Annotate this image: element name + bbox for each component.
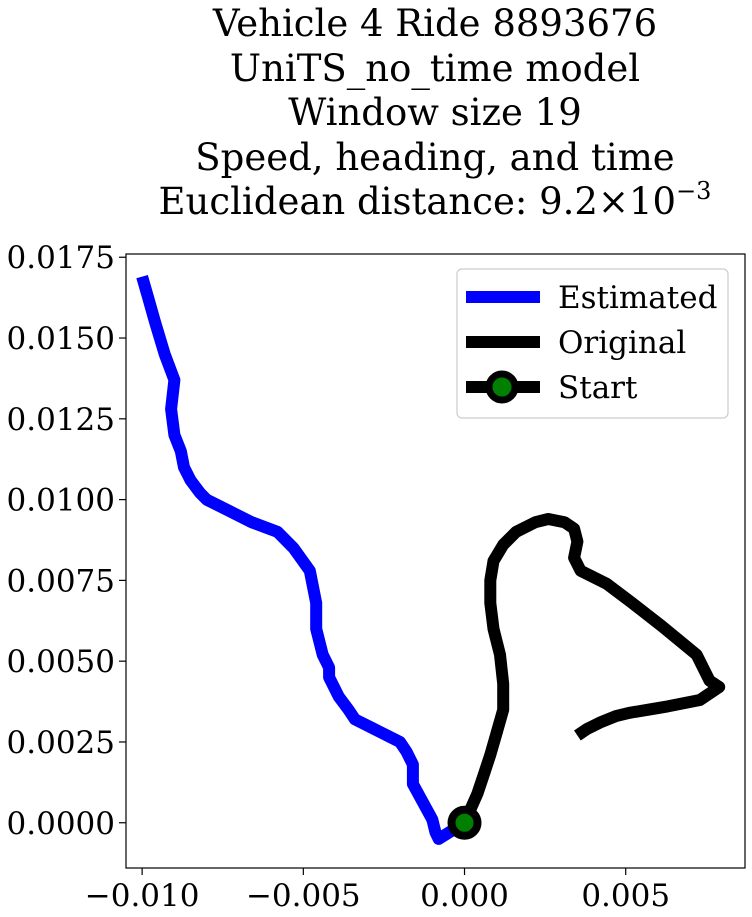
x-tick-label: −0.010 (85, 878, 200, 914)
y-tick-label: 0.0100 (7, 483, 115, 519)
legend: Estimated Original Start (456, 268, 729, 419)
x-tick-label: 0.000 (420, 878, 509, 914)
plot-frame (125, 253, 746, 869)
start-marker (447, 805, 482, 840)
title-line-1: Vehicle 4 Ride 8893676 (212, 2, 658, 45)
title-line-5: Euclidean distance: 9.2×10−3 (0, 177, 752, 225)
distance-mantissa: 9.2 (539, 180, 598, 223)
title-line-3: Window size 19 (288, 91, 582, 134)
legend-start-marker (485, 370, 519, 404)
y-tick-label: 0.0075 (7, 563, 115, 599)
title-line-4: Speed, heading, and time (195, 135, 675, 179)
y-tick-label: 0.0000 (7, 806, 115, 842)
distance-prefix: Euclidean distance: (158, 180, 540, 223)
legend-estimated-label: Estimated (558, 280, 717, 316)
series-original-line (459, 513, 726, 826)
legend-start-label: Start (558, 370, 638, 406)
x-axis: −0.010 −0.005 0.000 0.005 (85, 868, 670, 914)
legend-box (456, 268, 729, 419)
x-tick-label: −0.005 (246, 878, 361, 914)
y-tick-label: 0.0150 (7, 321, 115, 357)
x-tick-label: 0.005 (581, 878, 670, 914)
distance-exponent: −3 (676, 177, 712, 205)
y-tick-label: 0.0175 (7, 240, 115, 276)
title-line-2: UniTS_no_time model (229, 46, 641, 90)
y-tick-label: 0.0125 (7, 402, 115, 438)
distance-times: × (597, 180, 629, 223)
legend-original-label: Original (558, 325, 686, 361)
y-tick-label: 0.0025 (7, 725, 115, 761)
chart-title: Vehicle 4 Ride 8893676 UniTS_no_time mod… (0, 2, 752, 225)
y-tick-label: 0.0050 (7, 644, 115, 680)
plot-area (136, 274, 726, 845)
y-axis: 0.0000 0.0025 0.0050 0.0075 0.0100 0.0125 0.01… (7, 240, 126, 842)
series-estimated-line (136, 274, 468, 845)
distance-base: 10 (628, 180, 677, 223)
